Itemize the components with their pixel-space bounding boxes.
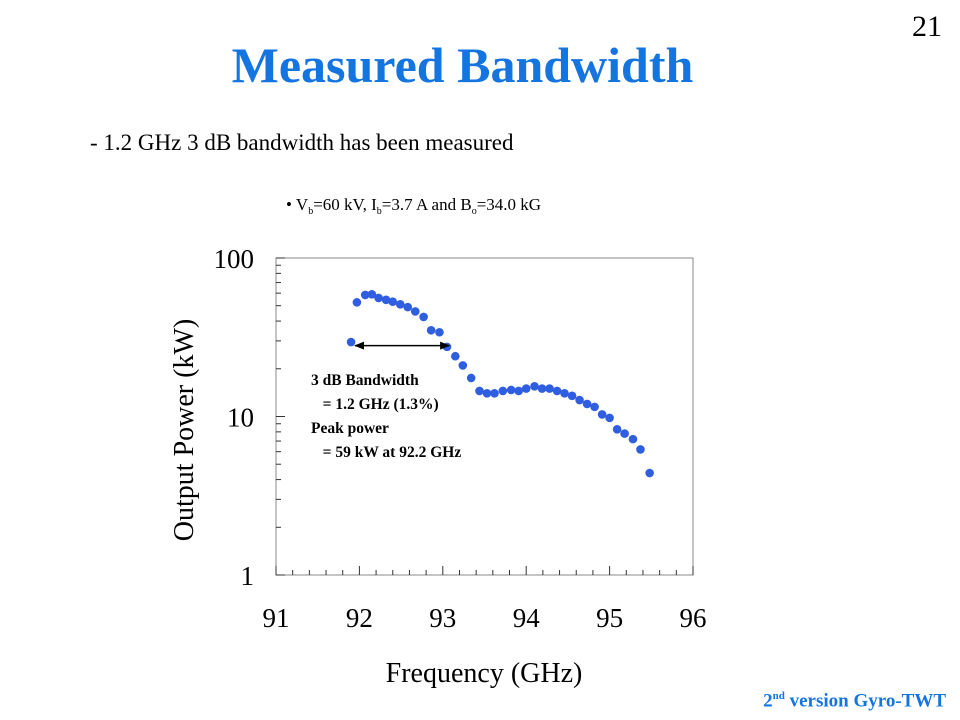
data-point [360, 290, 370, 300]
data-point [590, 402, 599, 412]
data-point [482, 389, 492, 398]
y-axis-title: Output Power (kW) [169, 319, 200, 541]
vb-base: V [295, 195, 309, 214]
data-point [514, 386, 523, 396]
footer-text: version Gyro-TWT [784, 690, 946, 711]
data-point [435, 327, 444, 337]
data-point [395, 300, 405, 309]
data-point [628, 434, 638, 444]
data-point [419, 312, 428, 322]
data-point [620, 429, 629, 438]
ib-sub: b [376, 206, 382, 217]
data-point [458, 361, 468, 370]
annotation-line: = 59 kW at 92.2 GHz [311, 444, 461, 461]
data-point [521, 384, 531, 393]
data-point [612, 425, 622, 434]
data-point [575, 395, 584, 405]
data-point [410, 307, 420, 316]
data-point [490, 389, 499, 398]
data-point [530, 382, 539, 391]
bullet-marker: • [286, 195, 292, 214]
annotation-line: Peak power [311, 420, 389, 437]
slide-title: Measured Bandwidth [231, 37, 694, 93]
bo-base: B [460, 195, 472, 214]
data-point [346, 337, 356, 347]
data-point [636, 445, 645, 454]
data-point [537, 384, 547, 393]
data-point [352, 298, 362, 307]
data-point [475, 386, 484, 396]
ticks-group [275, 257, 694, 576]
data-point [466, 373, 476, 383]
data-point [552, 386, 562, 396]
ib-base: I [371, 195, 377, 214]
plot-frame [275, 257, 694, 576]
page-number: 21 [912, 10, 942, 43]
bo-rest: =34.0 kG [476, 195, 542, 214]
x-tick-label: 92 [346, 603, 373, 633]
annotation-group: 3 dB Bandwidth = 1.2 GHz (1.3%) Peak powe… [311, 372, 461, 461]
data-point [442, 342, 452, 352]
annotation-line: = 1.2 GHz (1.3%) [311, 396, 439, 413]
data-point [388, 297, 398, 307]
bullet-sub: • Vb=60 kV, Ib=3.7 A and Bo=34.0 kG [286, 195, 541, 217]
data-point [506, 385, 516, 395]
data-point [560, 389, 569, 398]
data-point [597, 410, 607, 419]
data-point [605, 413, 614, 423]
annotation-line: 3 dB Bandwidth [311, 372, 419, 389]
bo-sub: o [471, 206, 477, 217]
data-point [426, 325, 436, 335]
ib-rest: =3.7 A and [381, 195, 461, 214]
data-point [451, 351, 460, 361]
points-group [346, 290, 654, 478]
vb-sub: b [308, 206, 314, 217]
data-point [567, 391, 577, 401]
data-point [367, 290, 377, 299]
x-tick-label: 95 [596, 603, 623, 633]
y-tick-label: 10 [227, 403, 254, 433]
data-point [645, 468, 654, 478]
x-tick-label: 96 [680, 603, 707, 633]
data-point [545, 384, 554, 393]
bullet-main: - 1.2 GHz 3 dB bandwidth has been measur… [90, 130, 514, 155]
x-tick-label: 93 [429, 603, 456, 633]
y-tick-label: 100 [214, 244, 255, 274]
x-axis-title: Frequency (GHz) [386, 658, 583, 689]
x-tick-label: 94 [513, 603, 541, 633]
footer-sup: nd [772, 689, 785, 702]
footer-note: 2nd version Gyro-TWT [763, 690, 946, 712]
footer-num: 2 [763, 690, 773, 711]
x-tick-label: 91 [263, 603, 290, 633]
tick-labels-group: 91 92 93 94 95 96 1 10 100 [214, 244, 707, 633]
data-point [498, 386, 508, 396]
vb-rest: =60 kV, [313, 195, 372, 214]
data-point [374, 293, 383, 303]
data-point [582, 399, 592, 409]
data-point [381, 295, 391, 305]
y-tick-label: 1 [241, 561, 255, 591]
data-point [403, 302, 413, 312]
